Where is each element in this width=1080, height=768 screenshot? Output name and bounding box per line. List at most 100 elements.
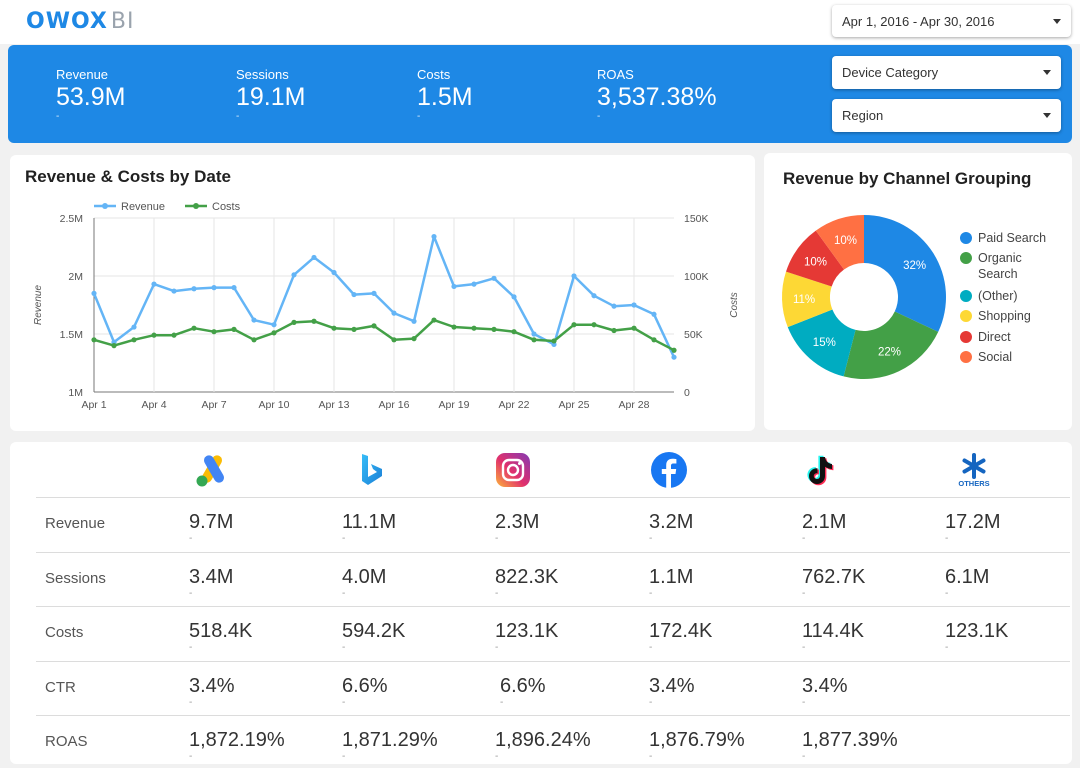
- table-cell: 1,877.39% -: [802, 729, 898, 762]
- data-point-revenue: [351, 291, 357, 298]
- y-tick-label-left: 2M: [68, 271, 83, 283]
- kpi-value: 19.1M: [236, 83, 306, 111]
- brand-suffix: BI: [110, 9, 135, 34]
- cell-comparison: -: [649, 642, 653, 653]
- x-tick-label: Apr 25: [559, 399, 590, 411]
- table-cell: 172.4K -: [649, 620, 712, 653]
- data-point-costs: [351, 326, 357, 332]
- data-point-revenue: [311, 254, 317, 261]
- data-point-costs: [111, 343, 117, 349]
- brand-name: OWOX: [26, 9, 108, 34]
- cell-comparison: -: [189, 751, 193, 762]
- x-tick-label: Apr 16: [379, 399, 410, 411]
- data-point-revenue: [471, 281, 477, 287]
- table-cell: 2.3M -: [495, 511, 539, 544]
- cell-comparison: -: [802, 751, 806, 762]
- cell-value: 1,896.24%: [495, 729, 591, 751]
- cell-comparison: -: [945, 588, 949, 599]
- table-row-costs: Costs 518.4K -594.2K -123.1K -172.4K -114.4K -…: [36, 606, 1070, 661]
- table-cell: 1,871.29% -: [342, 729, 438, 762]
- data-point-costs: [371, 323, 377, 329]
- data-point-revenue: [251, 317, 257, 323]
- x-tick-label: Apr 1: [81, 399, 106, 411]
- data-point-revenue: [591, 293, 597, 299]
- device-category-filter[interactable]: Device Category: [832, 56, 1061, 89]
- cell-value: 11.1M: [342, 511, 397, 533]
- cell-comparison: -: [649, 588, 653, 599]
- kpi-comparison: -: [236, 111, 240, 122]
- legend-item: Direct: [960, 329, 1011, 345]
- legend-swatch: [960, 331, 972, 343]
- cell-value: 1,872.19%: [189, 729, 285, 751]
- cell-value: 17.2M: [945, 511, 1001, 533]
- kpi-sessions: Sessions 19.1M -: [236, 67, 305, 123]
- cell-value: 2.3M: [495, 511, 540, 533]
- legend-label: Costs: [212, 201, 241, 213]
- legend-swatch-dot: [193, 203, 199, 209]
- cell-comparison: -: [189, 588, 193, 599]
- table-cell: 123.1K -: [945, 620, 1008, 653]
- kpi-comparison: -: [597, 111, 601, 122]
- cell-comparison: -: [945, 642, 949, 653]
- y-tick-label-right: 50K: [684, 329, 703, 341]
- legend-swatch: [960, 232, 972, 244]
- table-cell: 3.4% -: [649, 675, 695, 708]
- row-label: Costs: [45, 624, 84, 641]
- table-row-revenue: Revenue 9.7M -11.1M -2.3M -3.2M -2.1M -17.2M -: [36, 497, 1070, 552]
- table-cell: 114.4K -: [802, 620, 864, 653]
- region-filter[interactable]: Region: [832, 99, 1061, 132]
- row-label: Revenue: [45, 515, 106, 532]
- data-point-costs: [271, 330, 277, 336]
- data-point-revenue: [291, 272, 297, 278]
- cell-value: 518.4K: [189, 620, 253, 642]
- data-point-costs: [451, 324, 457, 330]
- pie-chart-title: Revenue by Channel Grouping: [783, 169, 1032, 188]
- cell-value: 6.6%: [342, 675, 388, 697]
- data-point-revenue: [651, 311, 657, 317]
- legend-label: Shopping: [978, 309, 1031, 323]
- table-cell: 3.4% -: [802, 675, 848, 708]
- revenue-costs-chart-card: Revenue & Costs by Date 1M 1.5M 2M 2.5M 0 50K…: [10, 155, 755, 431]
- x-tick-label: Apr 13: [319, 399, 350, 411]
- cell-value: 594.2K: [342, 620, 406, 642]
- data-point-revenue: [491, 275, 497, 281]
- data-point-revenue: [611, 303, 617, 309]
- table-cell: 11.1M -: [342, 511, 396, 544]
- cell-value: 3.4%: [802, 675, 848, 697]
- slice-label: 22%: [878, 346, 901, 358]
- bing-icon: [351, 450, 391, 490]
- kpi-revenue: Revenue 53.9M -: [56, 67, 125, 123]
- table-cell: 9.7M -: [189, 511, 233, 544]
- x-tick-label: Apr 10: [259, 399, 290, 411]
- table-cell: 1.1M -: [649, 566, 693, 599]
- data-point-costs: [251, 337, 257, 343]
- series-line-costs: [93, 318, 675, 352]
- table-cell: 6.6% -: [500, 675, 546, 708]
- data-point-revenue: [571, 273, 577, 279]
- cell-value: 3.4M: [189, 566, 234, 588]
- cell-comparison: -: [945, 533, 949, 544]
- cell-value: 172.4K: [649, 620, 713, 642]
- cell-comparison: -: [495, 642, 499, 653]
- legend-item: Organic Search: [960, 250, 1038, 282]
- cell-value: 123.1K: [945, 620, 1009, 642]
- chevron-down-icon: [1053, 18, 1061, 24]
- data-point-costs: [631, 325, 637, 331]
- instagram-icon: [493, 450, 533, 490]
- kpi-label: Costs: [417, 67, 451, 82]
- cell-value: 9.7M: [189, 511, 234, 533]
- cell-value: 1,877.39%: [802, 729, 898, 751]
- date-range-selector[interactable]: Apr 1, 2016 - Apr 30, 2016: [832, 5, 1071, 37]
- kpi-roas: ROAS 3,537.38% -: [597, 67, 717, 123]
- legend-label: Direct: [978, 330, 1011, 344]
- table-cell: 6.1M -: [945, 566, 989, 599]
- data-point-costs: [231, 326, 237, 332]
- data-point-revenue: [191, 286, 197, 292]
- cell-comparison: -: [649, 533, 653, 544]
- pie-slice-direct: [786, 230, 845, 287]
- legend-label: (Other): [978, 289, 1018, 303]
- cell-value: 1,871.29%: [342, 729, 438, 751]
- revenue-costs-line-chart: 1M 1.5M 2M 2.5M 0 50K 100K 150K Apr 1 Apr 4 Apr 7 A…: [33, 201, 740, 411]
- cell-comparison: -: [342, 697, 346, 708]
- kpi-comparison: -: [56, 111, 60, 122]
